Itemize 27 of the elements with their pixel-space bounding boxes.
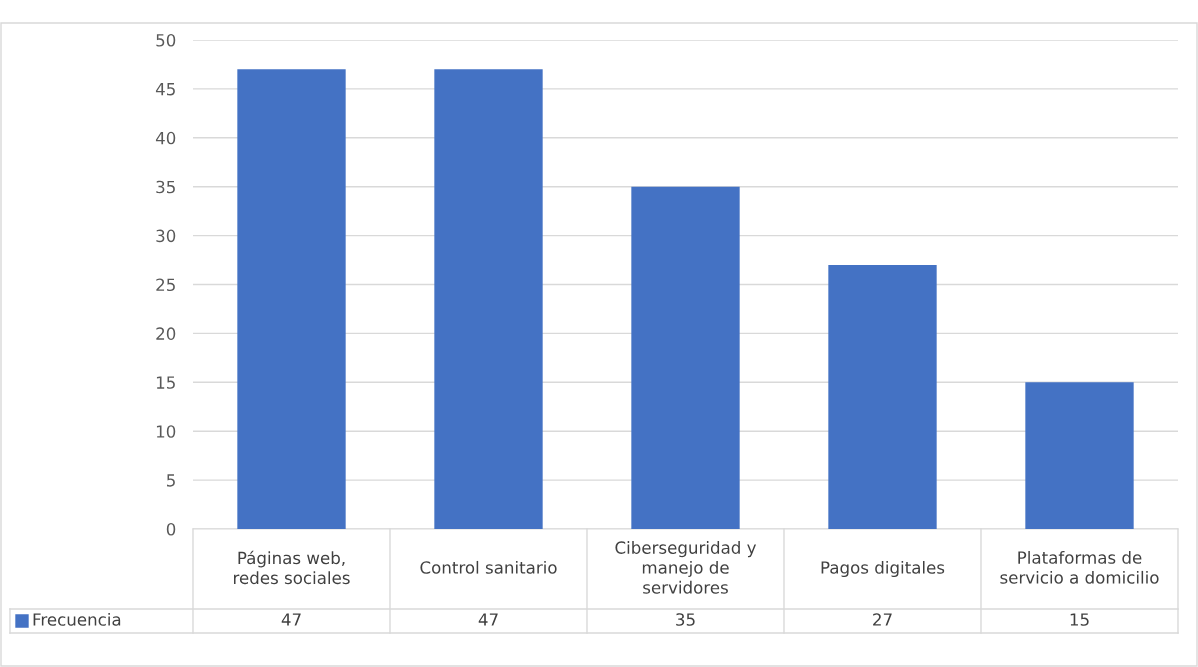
bar bbox=[631, 186, 740, 529]
y-tick-label: 10 bbox=[156, 425, 176, 438]
data-label: 27 bbox=[873, 613, 892, 626]
bar bbox=[1025, 382, 1134, 529]
data-label: 47 bbox=[478, 613, 498, 626]
x-tick-label: Ciberseguridad y manejo de servidores bbox=[615, 541, 757, 594]
y-tick-label: 15 bbox=[156, 376, 175, 389]
bar bbox=[828, 264, 937, 529]
x-tick-label: Plataformas de servicio a domicilio bbox=[1000, 550, 1159, 584]
x-tick-label: Pagos digitales bbox=[821, 560, 945, 578]
legend-label: Frecuencia bbox=[33, 612, 121, 626]
y-tick-label: 40 bbox=[155, 131, 176, 145]
y-tick-label: 0 bbox=[166, 522, 176, 536]
bar bbox=[237, 69, 346, 529]
x-tick-label: Control sanitario bbox=[420, 560, 557, 574]
y-tick-label: 30 bbox=[156, 229, 176, 243]
y-tick-label: 25 bbox=[156, 278, 175, 292]
data-label: 47 bbox=[281, 613, 301, 626]
x-tick-label: Páginas web, redes sociales bbox=[234, 550, 350, 585]
y-tick-label: 20 bbox=[156, 327, 176, 340]
data-label: 35 bbox=[676, 613, 695, 626]
y-tick-label: 5 bbox=[167, 474, 175, 487]
y-tick-label: 45 bbox=[155, 83, 175, 96]
data-label: 15 bbox=[1070, 613, 1089, 626]
y-tick-label: 50 bbox=[156, 33, 176, 47]
y-tick-label: 35 bbox=[156, 180, 175, 194]
bar bbox=[434, 69, 543, 529]
